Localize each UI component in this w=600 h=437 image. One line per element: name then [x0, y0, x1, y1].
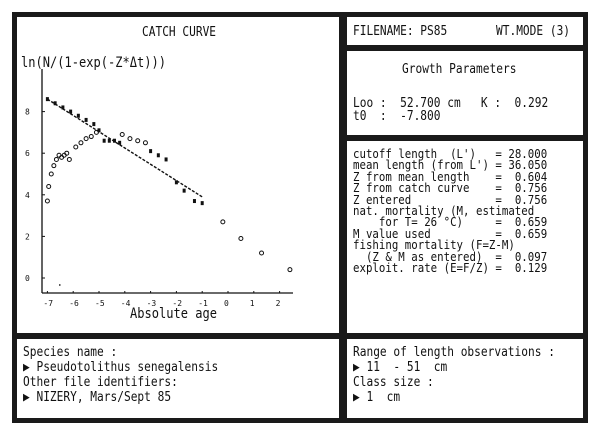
data-point-excluded: [83, 136, 89, 142]
length-range-panel: Range of length observations : ▶ 11 - 51…: [347, 339, 583, 418]
data-point-excluded: [44, 198, 50, 204]
y-tick-label: 4: [25, 191, 30, 200]
weight-mode-label: WT.MODE (3): [496, 24, 571, 39]
stat-row-z-catch-curve: Z from catch curve = 0.756: [353, 180, 548, 196]
stat-row-m-used: M value used = 0.659: [353, 225, 548, 241]
catch-curve-chart: 0 2 4 6 8 -7 -6 -5 -4 -3 -2 -1 0 1 2: [25, 69, 293, 308]
filename-label: FILENAME: PS85: [353, 24, 448, 39]
stat-row-fishing-mortality: (Z & M as entered) = 0.097: [353, 248, 548, 264]
data-point-included: [92, 122, 96, 127]
x-tick-label: -2: [172, 299, 182, 308]
data-point-excluded: [48, 171, 54, 177]
stats-list: cutoff length (L') = 28.000 mean length …: [353, 146, 548, 275]
data-point-included: [84, 117, 88, 122]
data-point-included: [61, 105, 65, 110]
stat-row-exploitation-rate: exploit. rate (E=F/Z) = 0.129: [353, 259, 548, 275]
mortality-stats-panel: cutoff length (L') = 28.000 mean length …: [347, 141, 583, 333]
stat-row-mean-length: mean length (from L') = 36.050: [353, 157, 548, 173]
chart-title: CATCH CURVE: [142, 25, 217, 40]
data-point-excluded: [46, 183, 52, 189]
class-size-value: ▶ 1 cm: [353, 390, 401, 405]
data-point-included: [149, 149, 153, 154]
y-tick-label: 8: [25, 108, 30, 117]
stat-row-fishing-mortality-label: fishing mortality (F=Z-M): [353, 237, 515, 253]
data-point-excluded: [142, 140, 148, 146]
data-point-included: [156, 153, 160, 158]
data-point-included: [76, 113, 80, 118]
regression-line: [47, 98, 203, 198]
data-point-excluded: [73, 144, 79, 150]
data-point-excluded: [93, 129, 99, 135]
data-point-included: [174, 180, 178, 185]
species-name-value: ▶ Pseudotolithus senegalensis: [23, 360, 219, 375]
file-header: FILENAME: PS85 WT.MODE (3): [347, 17, 583, 45]
x-tick-label: 2: [276, 299, 281, 308]
growth-t0: t0 : -7.800: [353, 109, 441, 124]
file-identifiers-value: ▶ NIZERY, Mars/Sept 85: [23, 390, 172, 405]
file-identifiers-label: Other file identifiers:: [23, 375, 178, 390]
length-range-value: ▶ 11 - 51 cm: [353, 360, 448, 375]
chart-x-label: Absolute age: [130, 306, 217, 322]
stat-row-z-mean-length: Z from mean length = 0.604: [353, 168, 548, 184]
data-point-included: [102, 138, 106, 143]
x-tick-label: -1: [198, 299, 208, 308]
data-point-excluded: [259, 250, 265, 256]
x-tick-label: -6: [69, 299, 79, 308]
stat-row-cutoff: cutoff length (L') = 28.000: [353, 146, 548, 161]
species-panel: Species name : ▶ Pseudotolithus senegale…: [17, 339, 339, 418]
data-point-included: [45, 97, 49, 102]
x-tick-label: 0: [224, 299, 229, 308]
data-point-included: [192, 199, 196, 204]
data-point-included: [118, 140, 122, 145]
x-tick-label: -7: [43, 299, 53, 308]
data-point-included: [107, 138, 111, 143]
data-point-excluded: [51, 163, 57, 169]
growth-title: Growth Parameters: [402, 62, 517, 77]
data-point-excluded: [135, 138, 141, 144]
data-point-excluded: [119, 131, 125, 137]
class-size-label: Class size :: [353, 375, 434, 390]
data-point-excluded: [88, 134, 94, 140]
stat-row-z-entered: Z entered = 0.756: [353, 191, 548, 207]
y-tick-label: 0: [25, 274, 30, 283]
data-point-included: [164, 157, 168, 162]
data-point-excluded: [78, 140, 84, 146]
data-point-excluded: [238, 235, 244, 241]
data-point-included: [112, 138, 116, 143]
growth-linf-k: Loo : 52.700 cm K : 0.292: [353, 96, 549, 111]
data-point-excluded: [66, 156, 72, 162]
y-tick-label: 6: [25, 149, 30, 158]
x-tick-label: 1: [250, 299, 255, 308]
species-name-label: Species name :: [23, 345, 118, 360]
catch-curve-panel: CATCH CURVE ln(N/(1-exp(-Z*Δt))) 0 2 4 6 8 -7…: [17, 17, 339, 333]
data-point-included: [53, 101, 57, 106]
chart-y-label: ln(N/(1-exp(-Z*Δt))): [21, 55, 166, 71]
x-tick-label: -5: [95, 299, 105, 308]
data-point-included: [182, 188, 186, 193]
y-tick-label: 2: [25, 232, 30, 241]
x-tick-label: -3: [147, 299, 157, 308]
data-point-included: [200, 201, 204, 206]
data-point-excluded: [287, 267, 293, 273]
growth-parameters-panel: Growth Parameters Loo : 52.700 cm K : 0.…: [347, 51, 583, 135]
data-point-excluded: [220, 219, 226, 225]
data-point-excluded: [127, 136, 133, 142]
data-point-included: [97, 128, 101, 133]
data-point-included: [69, 109, 73, 114]
stat-row-nat-mortality-label: nat. mortality (M, estimated: [353, 202, 535, 218]
stat-row-nat-mortality: for T= 26 °C) = 0.659: [353, 214, 548, 230]
length-range-label: Range of length observations :: [353, 345, 555, 360]
data-point-excluded: [64, 150, 70, 156]
data-point-excluded: [53, 156, 59, 162]
x-tick-label: -4: [121, 299, 131, 308]
